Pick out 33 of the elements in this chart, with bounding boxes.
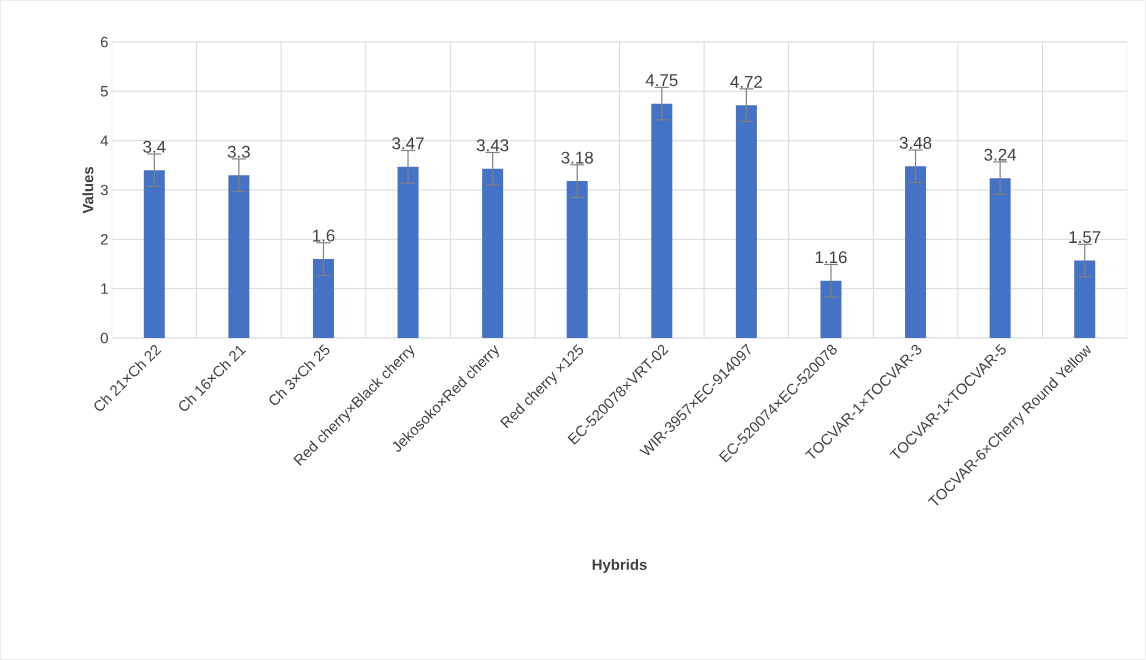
- data-label: 3.3: [227, 145, 250, 158]
- bar: [397, 166, 419, 338]
- y-tick-label: 2: [100, 234, 108, 245]
- bar: [651, 103, 673, 338]
- data-label: 1.6: [312, 229, 335, 242]
- bar: [228, 175, 250, 338]
- data-label: 3.4: [143, 140, 166, 153]
- y-axis-title: Values: [82, 166, 94, 214]
- bar: [312, 259, 334, 338]
- x-axis-title: Hybrids: [592, 559, 647, 573]
- bar: [735, 105, 757, 338]
- data-label: 4.75: [645, 74, 678, 87]
- data-label: 1.16: [815, 251, 847, 264]
- data-label: 3.48: [899, 136, 932, 149]
- bar: [482, 168, 504, 338]
- bar: [905, 166, 927, 338]
- y-tick-label: 1: [101, 283, 108, 294]
- bar: [566, 181, 588, 338]
- data-label: 3.47: [392, 137, 424, 150]
- bar: [143, 170, 165, 338]
- y-tick-label: 3: [100, 184, 108, 196]
- data-label: 3.18: [561, 151, 593, 164]
- bar: [820, 280, 842, 338]
- bar: [989, 178, 1011, 338]
- bar: [1074, 260, 1096, 338]
- data-label: 4.72: [730, 75, 762, 88]
- data-label: 3.43: [476, 139, 509, 152]
- y-tick-label: 4: [100, 135, 109, 146]
- y-tick-label: 6: [100, 36, 108, 48]
- data-label: 1.57: [1069, 231, 1101, 244]
- y-tick-label: 0: [100, 332, 108, 344]
- y-tick-label: 5: [100, 86, 108, 97]
- data-label: 3.24: [984, 148, 1017, 161]
